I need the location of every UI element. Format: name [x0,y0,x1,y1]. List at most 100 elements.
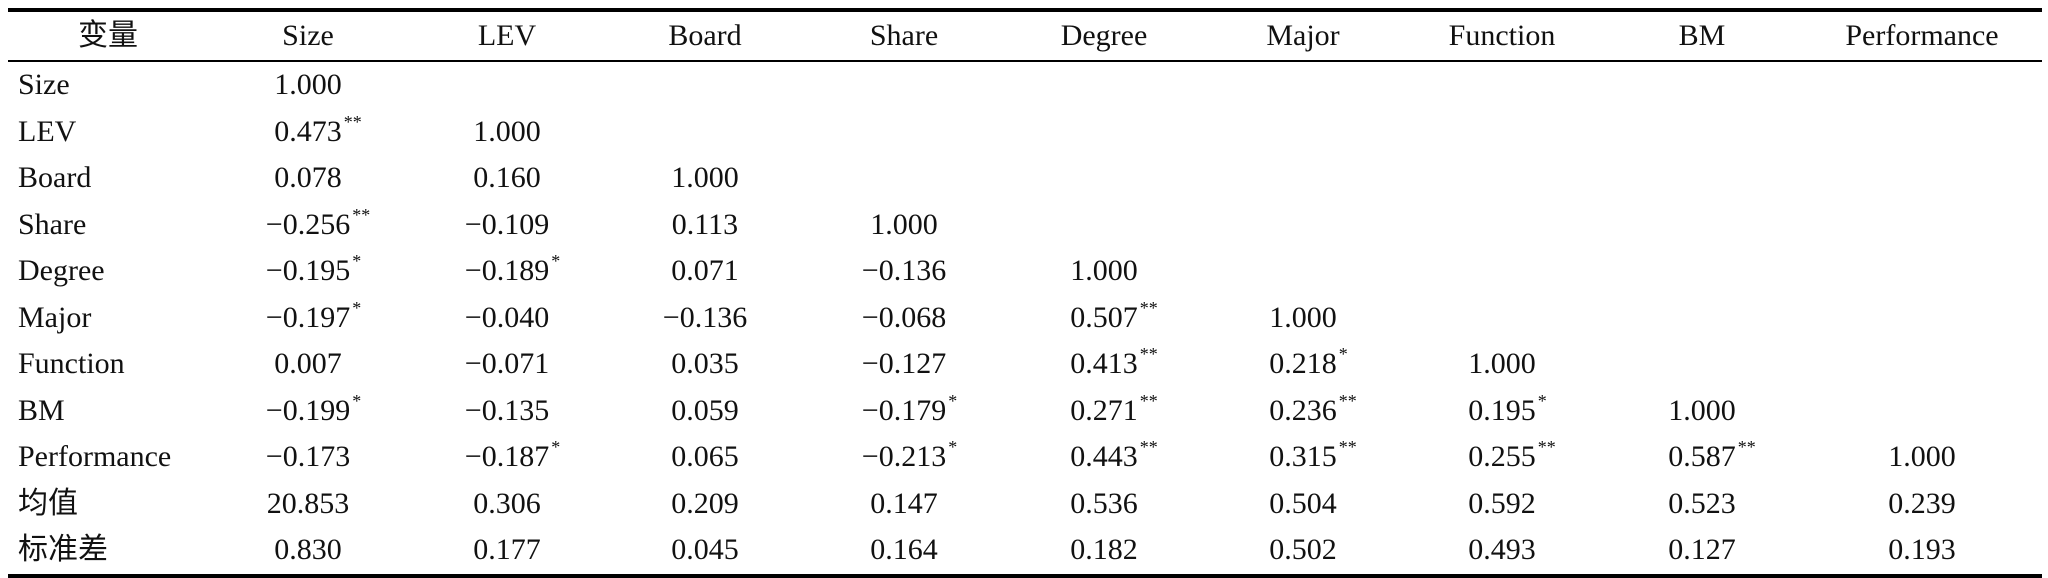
cell-value: −0.189 [464,254,550,288]
table-cell: −0.071 [408,341,606,388]
cell-value: 0.315 [1269,440,1337,474]
cell-value: −0.068 [861,300,947,334]
table-cell: 1.000 [804,202,1004,249]
cell-value: 1.000 [1668,393,1736,427]
table-cell: −0.136 [606,295,804,342]
table-cell: −0.199 * [208,388,408,435]
table-cell: 0.160 [408,155,606,202]
significance-stars: * [551,251,561,272]
table-cell: 0.271 ** [1004,388,1204,435]
table-cell: 0.502 [1204,527,1402,576]
table-cell [1802,388,2042,435]
column-header: Board [668,19,742,52]
table-cell [1004,109,1204,156]
table-cell: 0.507 ** [1004,295,1204,342]
table-cell: 1.000 [1602,388,1802,435]
cell-value: 1.000 [1888,440,1956,474]
table-cell [1602,202,1802,249]
cell-value: 1.000 [1468,347,1536,381]
table-cell: −0.179 * [804,388,1004,435]
table-row: BM −0.199 * −0.135 0.059 −0.179 * 0.271 ** 0.236 *… [8,388,2042,435]
table-cell [1204,202,1402,249]
cell-value: −0.040 [464,300,550,334]
significance-stars: ** [1537,437,1556,458]
table-cell [1204,109,1402,156]
cell-value: 0.587 [1668,440,1736,474]
table-cell: 0.592 [1402,481,1602,528]
table-row: Size 1.000 [8,61,2042,109]
cell-value: −0.199 [265,393,351,427]
table-cell [1802,341,2042,388]
header-variable: 变量 [78,19,138,52]
table-cell [606,109,804,156]
table-cell: 0.071 [606,248,804,295]
table-row: Performance −0.173 −0.187 * 0.065 −0.213 * 0.44… [8,434,2042,481]
cell-value: 0.443 [1070,440,1138,474]
cell-value: 0.830 [274,533,342,567]
table-cell: −0.136 [804,248,1004,295]
table-cell: 0.035 [606,341,804,388]
significance-stars: * [352,297,362,318]
table-cell: 0.413 ** [1004,341,1204,388]
table-cell: −0.109 [408,202,606,249]
table-cell [1602,61,1802,109]
cell-value: 0.493 [1468,533,1536,567]
significance-stars: ** [343,111,362,132]
cell-value: 0.473 [274,114,342,148]
table-cell: 1.000 [408,109,606,156]
cell-value: 1.000 [870,207,938,241]
cell-value: −0.135 [464,393,550,427]
cell-value: 0.147 [870,486,938,520]
table-cell [1402,61,1602,109]
significance-stars: ** [1139,297,1158,318]
table-cell: 0.587 ** [1602,434,1802,481]
cell-value: −0.173 [265,440,351,474]
cell-value: 1.000 [1269,300,1337,334]
table-cell [1204,155,1402,202]
table-cell: 0.182 [1004,527,1204,576]
row-label: 均值 [18,486,78,520]
table-cell [1602,295,1802,342]
table-cell: 0.209 [606,481,804,528]
column-header: Size [282,19,334,52]
table-cell: 0.504 [1204,481,1402,528]
table-cell: −0.127 [804,341,1004,388]
cell-value: 0.164 [870,533,938,567]
cell-value: 0.502 [1269,533,1337,567]
table-cell: 0.536 [1004,481,1204,528]
cell-value: −0.136 [662,300,748,334]
table-cell [1602,248,1802,295]
table-cell: 0.177 [408,527,606,576]
table-cell: 0.443 ** [1004,434,1204,481]
table-cell [1602,341,1802,388]
table-row: Function 0.007 −0.071 0.035 −0.127 0.413 ** 0.2… [8,341,2042,388]
cell-value: 0.127 [1668,533,1736,567]
table-row: Major −0.197 * −0.040 −0.136 −0.068 0.507 ** 1.0… [8,295,2042,342]
table-cell: 0.255 ** [1402,434,1602,481]
table-cell: 0.830 [208,527,408,576]
table-cell: 0.473 ** [208,109,408,156]
table-cell [1802,202,2042,249]
significance-stars: ** [1737,437,1756,458]
cell-value: 0.177 [473,533,541,567]
table-cell: 0.059 [606,388,804,435]
cell-value: −0.179 [861,393,947,427]
row-label: Function [18,347,125,381]
cell-value: −0.127 [861,347,947,381]
table-row: LEV 0.473 ** 1.000 [8,109,2042,156]
cell-value: 20.853 [266,486,350,520]
cell-value: 0.504 [1269,486,1337,520]
table-cell: 0.195 * [1402,388,1602,435]
table-cell: 1.000 [208,61,408,109]
table-cell: −0.197 * [208,295,408,342]
row-label: Degree [18,254,105,288]
significance-stars: * [948,390,958,411]
cell-value: 0.306 [473,486,541,520]
table-cell [1802,295,2042,342]
table-cell: −0.187 * [408,434,606,481]
cell-value: −0.195 [265,254,351,288]
table-cell [1402,202,1602,249]
table-cell: 0.315 ** [1204,434,1402,481]
column-header: Function [1448,19,1556,52]
